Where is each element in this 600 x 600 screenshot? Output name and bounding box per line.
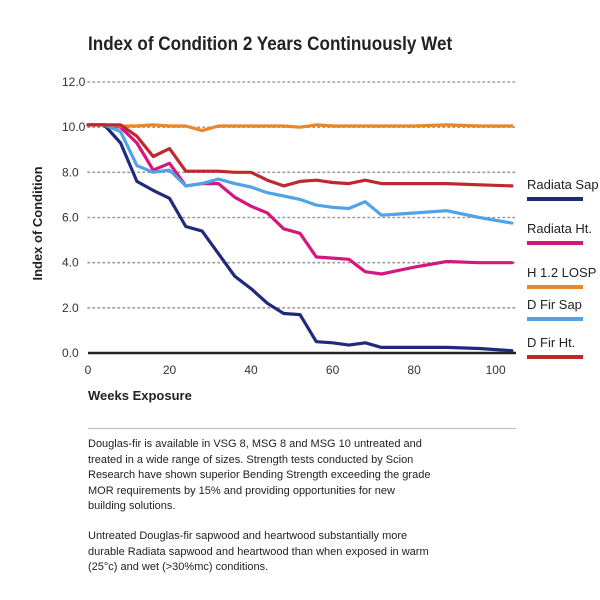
series-line-radiata-sap bbox=[86, 123, 514, 353]
y-tick-label: 8.0 bbox=[62, 165, 79, 179]
series-line-d-fir-sap bbox=[86, 123, 514, 225]
series-line-h-1-2-losp bbox=[86, 123, 514, 133]
x-axis-title: Weeks Exposure bbox=[88, 388, 192, 403]
y-tick-label: 10.0 bbox=[62, 120, 86, 134]
x-tick-label: 60 bbox=[326, 363, 340, 377]
series-line-d-fir-ht bbox=[86, 123, 514, 188]
description-paragraph-1: Douglas-fir is available in VSG 8, MSG 8… bbox=[88, 438, 431, 512]
series-line-radiata-ht bbox=[86, 123, 514, 276]
legend-label: H 1.2 LOSP bbox=[527, 265, 596, 280]
x-tick-label: 0 bbox=[85, 363, 92, 377]
y-tick-label: 12.0 bbox=[62, 75, 86, 89]
legend-label: Radiata Ht. bbox=[527, 221, 592, 236]
y-tick-label: 0.0 bbox=[62, 346, 79, 360]
legend-label: D Fir Ht. bbox=[527, 335, 575, 350]
series-lines bbox=[86, 123, 514, 353]
legend-item: Radiata Sap bbox=[527, 177, 599, 201]
x-tick-label: 20 bbox=[163, 363, 177, 377]
x-tick-label: 100 bbox=[486, 363, 506, 377]
divider bbox=[88, 428, 516, 429]
y-tick-label: 4.0 bbox=[62, 256, 79, 270]
legend-swatch bbox=[527, 355, 583, 359]
legend-label: D Fir Sap bbox=[527, 297, 582, 312]
legend-item: D Fir Ht. bbox=[527, 335, 583, 359]
legend-label: Radiata Sap bbox=[527, 177, 599, 192]
legend-swatch bbox=[527, 241, 583, 245]
y-axis-title: Index of Condition bbox=[30, 166, 45, 280]
legend-swatch bbox=[527, 197, 583, 201]
legend-item: H 1.2 LOSP bbox=[527, 265, 596, 289]
page-title: Index of Condition 2 Years Continuously … bbox=[88, 34, 453, 55]
legend-swatch bbox=[527, 285, 583, 289]
y-tick-label: 6.0 bbox=[62, 211, 79, 225]
legend-swatch bbox=[527, 317, 583, 321]
x-tick-label: 40 bbox=[244, 363, 258, 377]
axes: 0.0 2.0 4.0 6.0 8.0 10.0 12.0 0 20 40 60 80 100 Weeks… bbox=[30, 75, 516, 403]
legend-item: D Fir Sap bbox=[527, 297, 583, 321]
y-tick-label: 2.0 bbox=[62, 301, 79, 315]
grid-lines bbox=[87, 81, 517, 309]
x-tick-label: 80 bbox=[407, 363, 421, 377]
description-paragraph-2: Untreated Douglas-fir sapwood and heartw… bbox=[88, 530, 429, 573]
legend: Radiata Sap Radiata Ht. H 1.2 LOSP D Fir Sa… bbox=[527, 177, 599, 359]
legend-item: Radiata Ht. bbox=[527, 221, 592, 245]
